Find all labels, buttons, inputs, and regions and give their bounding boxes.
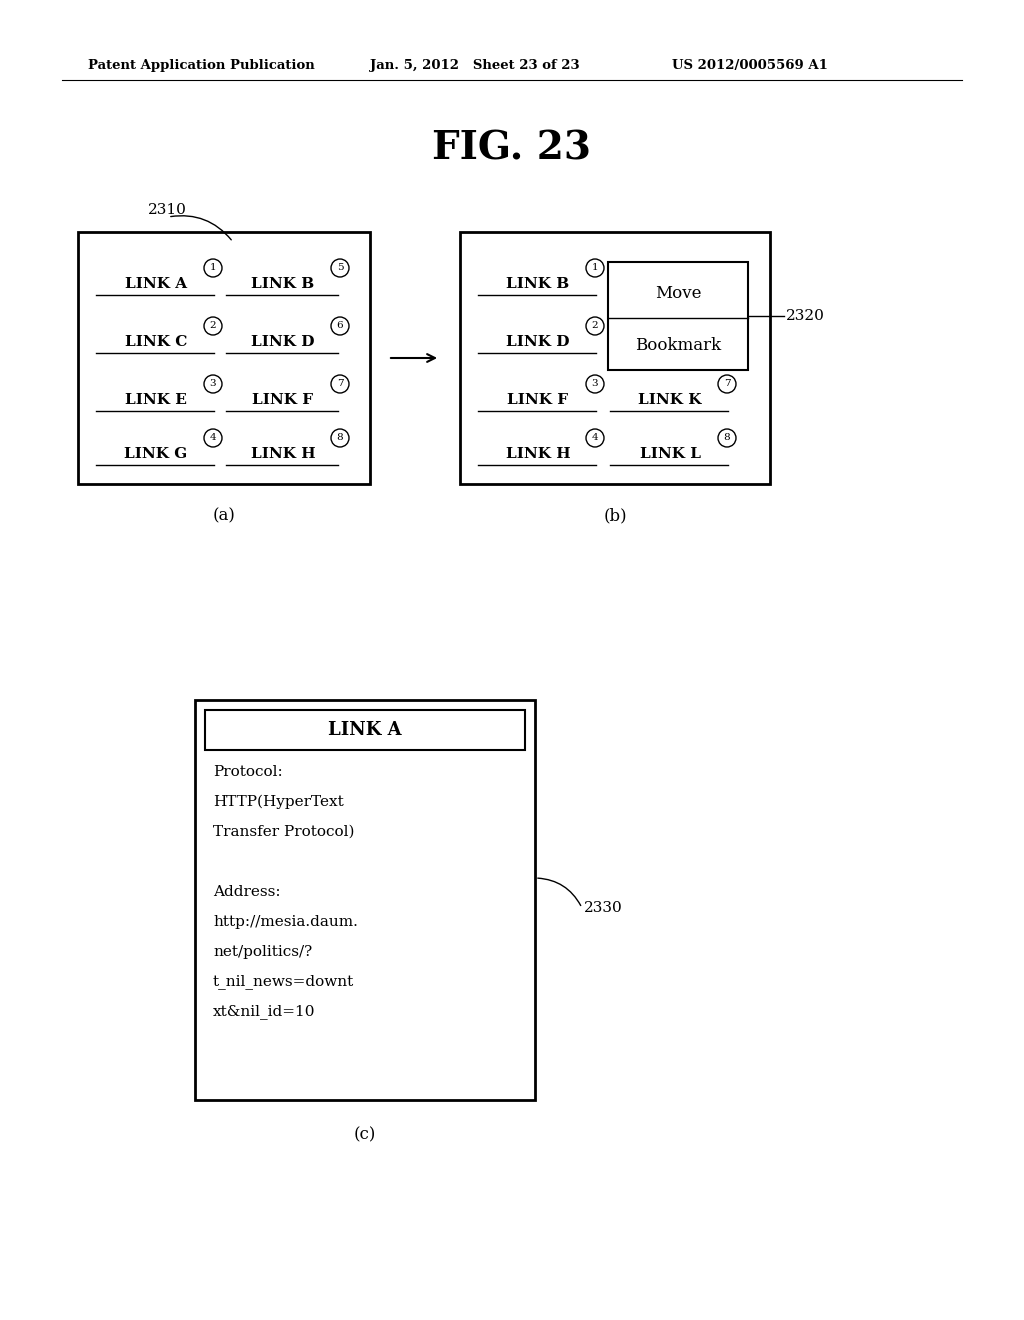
Text: LINK G: LINK G <box>124 447 187 461</box>
Text: LINK A: LINK A <box>328 721 401 739</box>
Bar <box>78 232 370 484</box>
Text: 7: 7 <box>337 380 343 388</box>
Text: net/politics/?: net/politics/? <box>213 945 312 960</box>
Text: LINK C: LINK C <box>125 335 187 348</box>
Text: 8: 8 <box>724 433 730 442</box>
Text: Bookmark: Bookmark <box>635 338 721 355</box>
Text: xt&nil_id=10: xt&nil_id=10 <box>213 1005 315 1019</box>
Text: Protocol:: Protocol: <box>213 766 283 779</box>
Bar <box>205 710 525 750</box>
Text: LINK A: LINK A <box>125 277 187 290</box>
Text: 1: 1 <box>592 264 598 272</box>
Text: (b): (b) <box>603 507 627 524</box>
Text: 4: 4 <box>592 433 598 442</box>
Bar <box>608 261 748 370</box>
Text: Jan. 5, 2012   Sheet 23 of 23: Jan. 5, 2012 Sheet 23 of 23 <box>370 58 580 71</box>
Text: 2330: 2330 <box>584 902 623 915</box>
Text: LINK L: LINK L <box>640 447 700 461</box>
Text: LINK K: LINK K <box>638 393 701 407</box>
Text: LINK F: LINK F <box>508 393 568 407</box>
Text: (c): (c) <box>354 1126 376 1143</box>
Bar <box>460 232 770 484</box>
Text: t_nil_news=downt: t_nil_news=downt <box>213 974 354 990</box>
Text: 6: 6 <box>337 322 343 330</box>
Text: LINK B: LINK B <box>507 277 569 290</box>
Text: 4: 4 <box>210 433 216 442</box>
Text: 2: 2 <box>210 322 216 330</box>
Text: LINK H: LINK H <box>506 447 570 461</box>
Text: HTTP(HyperText: HTTP(HyperText <box>213 795 344 809</box>
Text: Transfer Protocol): Transfer Protocol) <box>213 825 354 840</box>
Text: 8: 8 <box>337 433 343 442</box>
Text: 2: 2 <box>592 322 598 330</box>
Text: FIG. 23: FIG. 23 <box>432 129 592 168</box>
Text: Patent Application Publication: Patent Application Publication <box>88 58 314 71</box>
Text: LINK D: LINK D <box>251 335 314 348</box>
Text: LINK E: LINK E <box>125 393 187 407</box>
Text: LINK B: LINK B <box>251 277 314 290</box>
Text: Move: Move <box>654 285 701 302</box>
Text: 7: 7 <box>724 380 730 388</box>
Text: LINK D: LINK D <box>506 335 569 348</box>
Text: 3: 3 <box>592 380 598 388</box>
Text: 1: 1 <box>210 264 216 272</box>
Text: http://mesia.daum.: http://mesia.daum. <box>213 915 357 929</box>
Text: 3: 3 <box>210 380 216 388</box>
Text: US 2012/0005569 A1: US 2012/0005569 A1 <box>672 58 827 71</box>
Text: Address:: Address: <box>213 884 281 899</box>
Bar <box>195 700 535 1100</box>
Text: LINK F: LINK F <box>253 393 313 407</box>
Text: 2310: 2310 <box>148 203 186 216</box>
Text: 5: 5 <box>337 264 343 272</box>
Text: 2320: 2320 <box>786 309 825 323</box>
Text: (a): (a) <box>213 507 236 524</box>
Text: LINK H: LINK H <box>251 447 315 461</box>
